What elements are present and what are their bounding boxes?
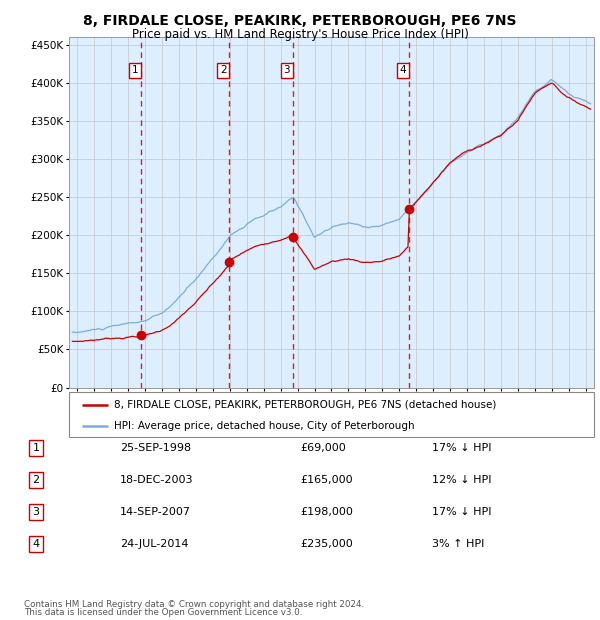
Text: £165,000: £165,000 — [300, 475, 353, 485]
Text: 8, FIRDALE CLOSE, PEAKIRK, PETERBOROUGH, PE6 7NS (detached house): 8, FIRDALE CLOSE, PEAKIRK, PETERBOROUGH,… — [113, 399, 496, 410]
Text: 24-JUL-2014: 24-JUL-2014 — [120, 539, 188, 549]
Text: 1: 1 — [32, 443, 40, 453]
Text: 4: 4 — [400, 66, 406, 76]
Text: HPI: Average price, detached house, City of Peterborough: HPI: Average price, detached house, City… — [113, 421, 414, 431]
Text: 8, FIRDALE CLOSE, PEAKIRK, PETERBOROUGH, PE6 7NS: 8, FIRDALE CLOSE, PEAKIRK, PETERBOROUGH,… — [83, 14, 517, 28]
Text: This data is licensed under the Open Government Licence v3.0.: This data is licensed under the Open Gov… — [24, 608, 302, 617]
Text: 2: 2 — [220, 66, 227, 76]
Text: 3: 3 — [32, 507, 40, 517]
Text: Price paid vs. HM Land Registry's House Price Index (HPI): Price paid vs. HM Land Registry's House … — [131, 28, 469, 41]
Text: £69,000: £69,000 — [300, 443, 346, 453]
Text: £198,000: £198,000 — [300, 507, 353, 517]
Text: 17% ↓ HPI: 17% ↓ HPI — [432, 443, 491, 453]
Text: 1: 1 — [131, 66, 138, 76]
Text: 3% ↑ HPI: 3% ↑ HPI — [432, 539, 484, 549]
Text: 18-DEC-2003: 18-DEC-2003 — [120, 475, 193, 485]
Text: 25-SEP-1998: 25-SEP-1998 — [120, 443, 191, 453]
Text: 12% ↓ HPI: 12% ↓ HPI — [432, 475, 491, 485]
Text: 2: 2 — [32, 475, 40, 485]
Text: 3: 3 — [283, 66, 290, 76]
Text: 4: 4 — [32, 539, 40, 549]
Text: Contains HM Land Registry data © Crown copyright and database right 2024.: Contains HM Land Registry data © Crown c… — [24, 600, 364, 609]
Text: 17% ↓ HPI: 17% ↓ HPI — [432, 507, 491, 517]
Text: 14-SEP-2007: 14-SEP-2007 — [120, 507, 191, 517]
Text: £235,000: £235,000 — [300, 539, 353, 549]
